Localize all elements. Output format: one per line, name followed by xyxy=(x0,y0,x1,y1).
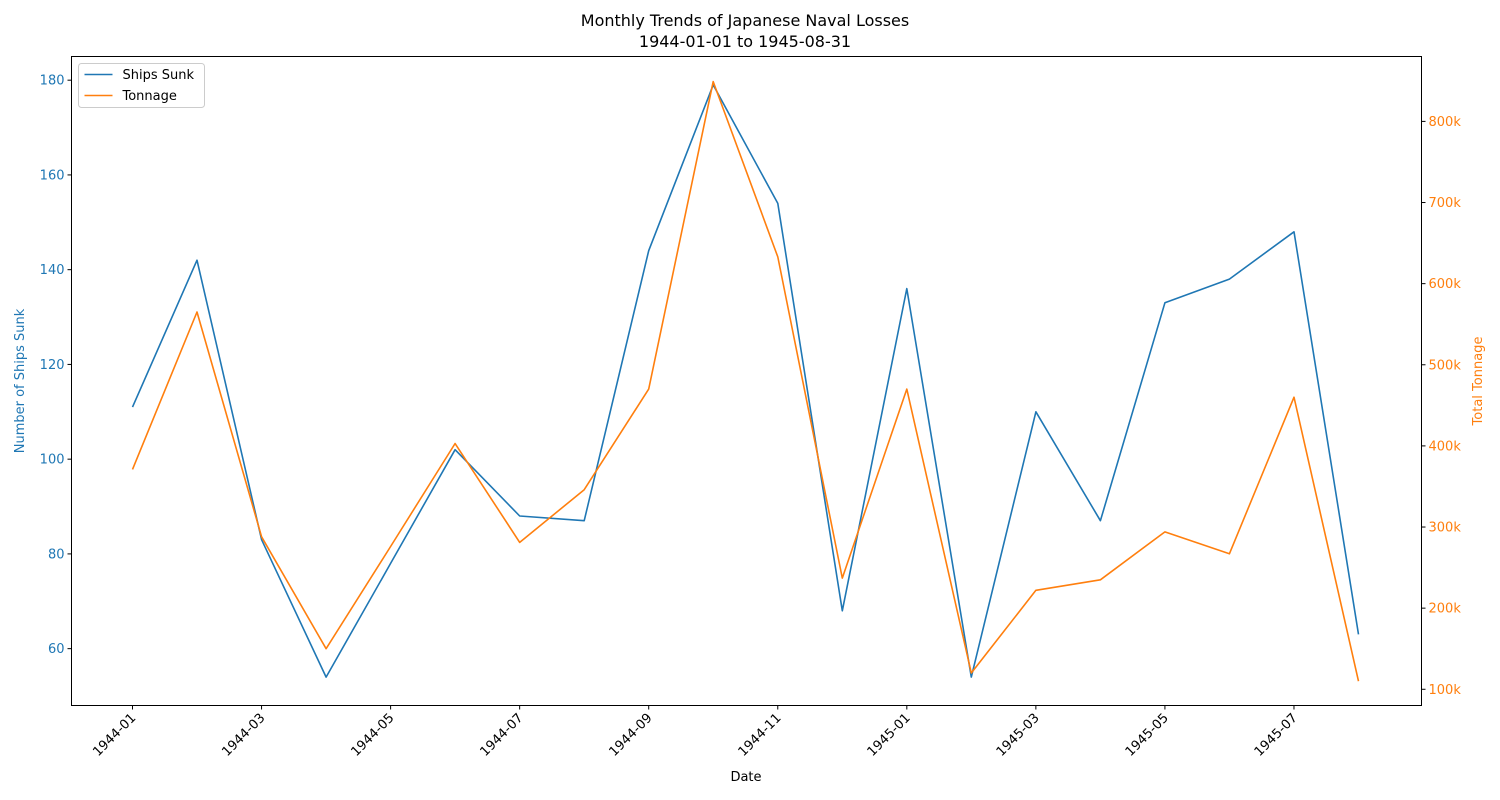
x-tick-label: 1944-05 xyxy=(348,711,397,760)
x-tick-label: 1944-01 xyxy=(90,711,139,760)
legend-label: Tonnage xyxy=(122,89,177,104)
y-axis-right-label: Total Tonnage xyxy=(1471,337,1486,427)
y-right-tick-label: 700k xyxy=(1429,196,1462,211)
chart-title: Monthly Trends of Japanese Naval Losses xyxy=(581,11,909,30)
y-left-tick-label: 60 xyxy=(48,642,65,657)
ships-sunk-line xyxy=(131,84,1360,678)
y-right-tick-label: 300k xyxy=(1429,521,1462,536)
y-right-tick-label: 100k xyxy=(1429,683,1462,698)
x-tick-label: 1945-07 xyxy=(1252,711,1301,760)
tonnage-line xyxy=(131,80,1360,682)
chart-subtitle: 1944-01-01 to 1945-08-31 xyxy=(639,32,851,51)
x-tick-label: 1944-09 xyxy=(607,711,656,760)
y-axis-left: 60 80 100 120 140 160 180 xyxy=(40,74,72,657)
y-left-tick-label: 100 xyxy=(40,453,65,468)
y-left-tick-label: 140 xyxy=(40,263,65,278)
legend-label: Ships Sunk xyxy=(123,68,195,83)
y-axis-left-label: Number of Ships Sunk xyxy=(13,308,28,453)
y-left-tick-label: 180 xyxy=(40,74,65,89)
x-tick-label: 1944-11 xyxy=(736,711,785,760)
x-axis-label: Date xyxy=(730,770,761,785)
x-tick-label: 1944-03 xyxy=(219,711,268,760)
x-tick-label: 1945-01 xyxy=(865,711,914,760)
y-right-tick-label: 400k xyxy=(1429,439,1462,454)
plot-frame xyxy=(71,56,1422,706)
y-right-tick-label: 600k xyxy=(1429,277,1462,292)
y-left-tick-label: 120 xyxy=(40,358,65,373)
y-right-tick-label: 500k xyxy=(1429,358,1462,373)
legend: Ships Sunk Tonnage xyxy=(78,63,205,108)
x-tick-label: 1945-05 xyxy=(1123,711,1172,760)
y-right-tick-label: 200k xyxy=(1429,602,1462,617)
x-tick-label: 1945-03 xyxy=(994,711,1043,760)
y-right-tick-label: 800k xyxy=(1429,115,1462,130)
x-tick-label: 1944-07 xyxy=(477,711,526,760)
y-left-tick-label: 160 xyxy=(40,168,65,183)
y-axis-right: 100k 200k 300k 400k 500k 600k 700k 800k xyxy=(1421,115,1462,698)
x-axis: 1944-01 1944-03 1944-05 1944-07 1944-09 1944-… xyxy=(90,705,1301,760)
series-lines xyxy=(131,80,1360,682)
y-left-tick-label: 80 xyxy=(48,547,65,562)
